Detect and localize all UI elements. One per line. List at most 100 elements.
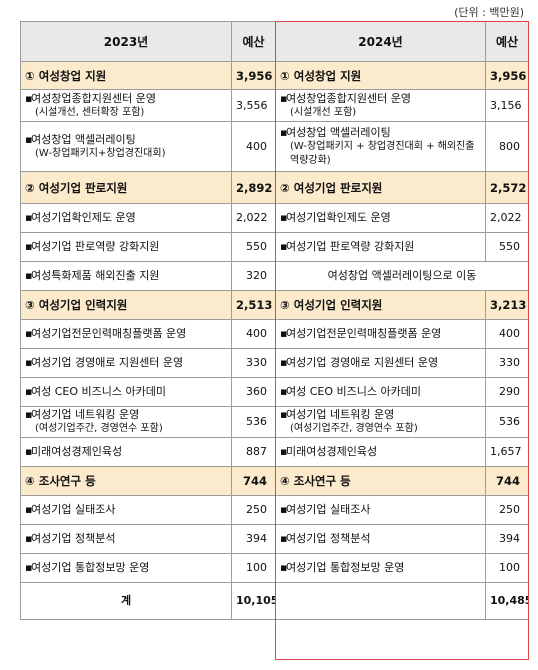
item-cell: ▪여성창업 액셀러레이팅 (W-창업패키지+창업경진대회) — [20, 121, 232, 172]
budget-value: 250 — [485, 495, 529, 525]
item-label: 여성기업 판로역량 강화지원 — [286, 240, 415, 253]
bullet-icon: ▪ — [25, 385, 33, 398]
bullet-icon: ▪ — [280, 385, 288, 398]
item-label: 여성기업 통합정보망 운영 — [31, 561, 150, 574]
table-row: ▪여성특화제품 해외진출 지원 320 여성창업 액셀러레이팅으로 이동 — [20, 261, 529, 291]
item-label: 미래여성경제인육성 — [31, 445, 123, 458]
item-label: 여성기업 경영애로 지원센터 운영 — [286, 356, 439, 369]
budget-value: 400 — [231, 319, 276, 349]
item-label: ① 여성창업 지원 — [280, 68, 362, 83]
item-cell: ▪여성기업확인제도 운영 — [20, 203, 232, 233]
item-cell: ▪여성기업 실태조사 — [20, 495, 232, 525]
budget-value: 394 — [485, 524, 529, 554]
budget-value: 100 — [485, 553, 529, 583]
bullet-icon: ▪ — [25, 91, 33, 105]
bullet-icon: ▪ — [25, 269, 33, 282]
budget-value: 320 — [231, 261, 276, 291]
bullet-icon: ▪ — [25, 327, 33, 340]
total-label: 계 — [20, 582, 232, 620]
item-cell: ② 여성기업 판로지원 — [20, 171, 232, 204]
budget-value: 536 — [231, 406, 276, 438]
section-row: ① 여성창업 지원 3,956 ① 여성창업 지원 3,956 — [20, 61, 529, 90]
budget-value: 2,022 — [485, 203, 529, 233]
budget-value: 330 — [485, 348, 529, 378]
header-budget-2024: 예산 — [485, 21, 529, 62]
item-label: 여성 CEO 비즈니스 아카데미 — [286, 385, 421, 398]
bullet-icon: ▪ — [280, 327, 288, 340]
section-row: ③ 여성기업 인력지원 2,513 ③ 여성기업 인력지원 3,213 — [20, 290, 529, 320]
item-cell: ▪여성기업 통합정보망 운영 — [275, 553, 486, 583]
bullet-icon: ▪ — [280, 445, 288, 458]
item-label: 여성 CEO 비즈니스 아카데미 — [31, 385, 166, 398]
total-row: 계 10,105 10,485 — [20, 582, 529, 620]
table-row: ▪여성기업 판로역량 강화지원 550 ▪여성기업 판로역량 강화지원 550 — [20, 232, 529, 262]
item-label: 여성기업 네트워킹 운영 — [286, 408, 395, 421]
budget-value: 360 — [231, 377, 276, 407]
item-label: 여성기업전문인력매칭플랫폼 운영 — [31, 327, 187, 340]
item-cell: ▪여성창업종합지원센터 운영 (시설개선, 센터확장 포함) — [20, 89, 232, 122]
table-row: ▪여성기업확인제도 운영 2,022 ▪여성기업확인제도 운영 2,022 — [20, 203, 529, 233]
item-label: 여성기업확인제도 운영 — [31, 211, 136, 224]
item-label: 여성기업 네트워킹 운영 — [31, 408, 140, 421]
item-label: ③ 여성기업 인력지원 — [280, 298, 383, 312]
item-cell: ▪여성 CEO 비즈니스 아카데미 — [20, 377, 232, 407]
item-cell: ③ 여성기업 인력지원 — [20, 290, 232, 320]
table-row: ▪여성기업 정책분석 394 ▪여성기업 정책분석 394 — [20, 524, 529, 554]
item-label: 여성창업종합지원센터 운영 — [31, 91, 156, 105]
budget-value: 887 — [231, 437, 276, 467]
total-spacer — [275, 582, 486, 620]
item-cell: ▪여성 CEO 비즈니스 아카데미 — [275, 377, 486, 407]
bullet-icon: ▪ — [25, 240, 33, 253]
bullet-icon: ▪ — [280, 408, 288, 421]
budget-value: 1,657 — [485, 437, 529, 467]
item-sublabel: (W-창업패키지+창업경진대회) — [35, 147, 166, 159]
item-label: ② 여성기업 판로지원 — [25, 180, 128, 195]
budget-value: 3,156 — [485, 89, 529, 122]
item-label: 여성창업 액셀러레이팅 — [31, 132, 136, 146]
item-label: 여성창업종합지원센터 운영 — [286, 91, 411, 105]
item-cell: ④ 조사연구 등 — [20, 466, 232, 496]
item-cell: ▪여성기업 네트워킹 운영 (여성기업주간, 경영연수 포함) — [275, 406, 486, 438]
item-sublabel: (여성기업주간, 경영연수 포함) — [35, 423, 163, 434]
item-label: ③ 여성기업 인력지원 — [25, 298, 128, 312]
table-row: ▪여성 CEO 비즈니스 아카데미 360 ▪여성 CEO 비즈니스 아카데미 290 — [20, 377, 529, 407]
moved-note: 여성창업 액셀러레이팅으로 이동 — [275, 261, 529, 291]
item-label: 여성기업전문인력매칭플랫폼 운영 — [286, 327, 442, 340]
bullet-icon: ▪ — [25, 132, 33, 146]
item-label: ④ 조사연구 등 — [280, 474, 351, 488]
table-row: ▪여성기업 통합정보망 운영 100 ▪여성기업 통합정보망 운영 100 — [20, 553, 529, 583]
header-2024: 2024년 — [275, 21, 486, 62]
budget-value: 3,956 — [231, 61, 276, 90]
item-cell: ▪여성창업 액셀러레이팅 (W-창업패키지 + 창업경진대회 + 해외진출 역량강… — [275, 121, 486, 172]
item-cell: ▪여성기업 정책분석 — [275, 524, 486, 554]
item-label: 미래여성경제인육성 — [286, 445, 378, 458]
budget-table-wrapper: 2023년 예산 2024년 예산 ① 여성창업 지원 3,956 ① 여성창업 지… — [20, 21, 529, 660]
budget-value: 3,956 — [485, 61, 529, 90]
item-cell: ▪여성기업전문인력매칭플랫폼 운영 — [20, 319, 232, 349]
budget-value: 550 — [231, 232, 276, 262]
budget-value: 290 — [485, 377, 529, 407]
budget-table: 2023년 예산 2024년 예산 ① 여성창업 지원 3,956 ① 여성창업 지… — [20, 21, 529, 620]
bullet-icon: ▪ — [280, 561, 288, 574]
section-row: ② 여성기업 판로지원 2,892 ② 여성기업 판로지원 2,572 — [20, 171, 529, 204]
budget-value: 400 — [231, 121, 276, 172]
bullet-icon: ▪ — [25, 408, 33, 421]
item-label: 여성기업 정책분석 — [286, 532, 371, 545]
table-row: ▪여성기업 실태조사 250 ▪여성기업 실태조사 250 — [20, 495, 529, 525]
budget-value: 2,513 — [231, 290, 276, 320]
budget-value: 250 — [231, 495, 276, 525]
bullet-icon: ▪ — [25, 532, 33, 545]
item-cell: ▪미래여성경제인육성 — [20, 437, 232, 467]
budget-value: 2,572 — [485, 171, 529, 204]
item-cell: ▪여성기업 정책분석 — [20, 524, 232, 554]
budget-value: 394 — [231, 524, 276, 554]
bullet-icon: ▪ — [280, 91, 288, 105]
item-cell: ▪여성기업전문인력매칭플랫폼 운영 — [275, 319, 486, 349]
item-sublabel: (여성기업주간, 경영연수 포함) — [290, 423, 418, 434]
item-label: ④ 조사연구 등 — [25, 474, 96, 488]
item-cell: ③ 여성기업 인력지원 — [275, 290, 486, 320]
table-row: ▪여성기업전문인력매칭플랫폼 운영 400 ▪여성기업전문인력매칭플랫폼 운영 400 — [20, 319, 529, 349]
bullet-icon: ▪ — [280, 240, 288, 253]
item-label: ② 여성기업 판로지원 — [280, 180, 383, 195]
item-cell: ▪여성기업 경영애로 지원센터 운영 — [20, 348, 232, 378]
